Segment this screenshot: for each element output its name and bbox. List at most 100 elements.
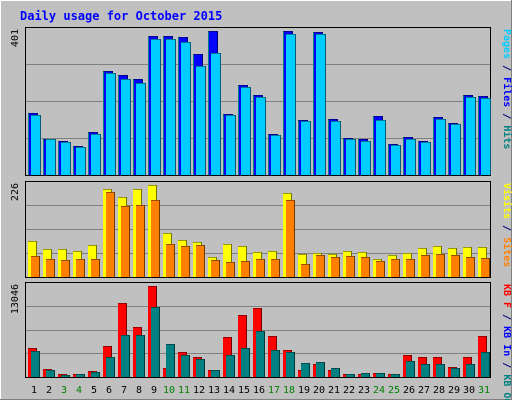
bar-top-pages-27 bbox=[421, 142, 431, 175]
bar-top-pages-10-face bbox=[166, 39, 175, 175]
ymax-label-middle: 226 bbox=[10, 183, 21, 201]
bar-middle-sites-24-face bbox=[376, 261, 384, 277]
x-tick-label: 12 bbox=[193, 385, 205, 396]
bar-top-pages-14 bbox=[226, 115, 236, 175]
bar-middle-sites-24 bbox=[376, 261, 385, 277]
bar-top-pages-25 bbox=[391, 145, 401, 175]
bar-bottom-kb-out-11 bbox=[181, 355, 190, 377]
bar-middle-sites-17 bbox=[271, 259, 280, 277]
bar-middle-sites-10 bbox=[166, 244, 175, 277]
bar-bottom-kb-out-25 bbox=[391, 374, 400, 377]
bar-bottom-kb-out-21-face bbox=[331, 368, 339, 377]
bar-bottom-kb-out-24 bbox=[376, 373, 385, 377]
bar-middle-sites-6-face bbox=[106, 192, 114, 277]
x-tick-label: 10 bbox=[163, 385, 175, 396]
bar-top-pages-23-face bbox=[361, 141, 370, 175]
x-tick-label: 19 bbox=[298, 385, 310, 396]
bar-bottom-kb-out-1 bbox=[31, 351, 40, 377]
bar-top-pages-11-face bbox=[181, 42, 190, 175]
x-tick-label: 30 bbox=[463, 385, 475, 396]
bar-top-pages-13-face bbox=[211, 53, 220, 175]
x-tick-label: 3 bbox=[61, 385, 67, 396]
bar-top-pages-12-face bbox=[196, 66, 205, 175]
bar-middle-sites-30-face bbox=[466, 257, 474, 277]
bar-top-pages-26 bbox=[406, 139, 416, 175]
bar-bottom-kb-out-17-face bbox=[271, 350, 279, 377]
bar-middle-sites-25-face bbox=[391, 259, 399, 277]
bar-bottom-kb-out-14-face bbox=[226, 355, 234, 377]
bar-top-pages-9-face bbox=[151, 39, 160, 175]
bar-top-pages-24-face bbox=[376, 120, 385, 175]
bar-top-pages-8 bbox=[136, 83, 146, 175]
bar-middle-sites-27 bbox=[421, 255, 430, 277]
legend-item-middle-0: Visits bbox=[501, 183, 512, 219]
bar-middle-sites-23 bbox=[361, 257, 370, 277]
bar-top-pages-11 bbox=[181, 42, 191, 175]
ymax-label-bottom: 13046 bbox=[10, 284, 21, 314]
bar-bottom-kb-out-12-face bbox=[196, 359, 204, 377]
panel-top: 401 Pages / Files / Hits bbox=[10, 27, 512, 176]
bar-bottom-kb-out-26-face bbox=[406, 361, 414, 377]
bar-top-pages-6 bbox=[106, 73, 116, 175]
bar-middle-sites-18 bbox=[286, 200, 295, 277]
bar-middle-sites-20 bbox=[316, 255, 325, 277]
bar-bottom-kb-out-1-face bbox=[31, 351, 39, 377]
bar-middle-sites-7-face bbox=[121, 206, 129, 277]
bar-bottom-kb-out-20-face bbox=[316, 362, 324, 377]
x-tick-label: 14 bbox=[223, 385, 235, 396]
bar-top-pages-28 bbox=[436, 119, 446, 175]
bar-top-pages-22-face bbox=[346, 139, 355, 175]
bar-bottom-kb-out-12 bbox=[196, 359, 205, 377]
bar-top-pages-28-face bbox=[436, 119, 445, 175]
bar-bottom-kb-out-7 bbox=[121, 335, 130, 377]
bar-middle-sites-4-face bbox=[76, 259, 84, 277]
bar-bottom-kb-out-22 bbox=[346, 374, 355, 377]
legend-item-middle-2: Sites bbox=[501, 237, 512, 267]
bar-bottom-kb-out-31 bbox=[481, 352, 490, 377]
legend-item-top-1: / bbox=[501, 59, 512, 77]
bar-bottom-kb-out-13-face bbox=[211, 370, 219, 377]
bar-top-pages-20-face bbox=[316, 34, 325, 175]
bar-top-pages-2 bbox=[46, 139, 56, 175]
x-tick-label: 21 bbox=[328, 385, 340, 396]
bar-top-pages-5-face bbox=[91, 134, 100, 175]
bar-bottom-kb-out-19 bbox=[301, 363, 310, 377]
x-tick-label: 27 bbox=[418, 385, 430, 396]
bar-bottom-kb-out-7-face bbox=[121, 335, 129, 377]
bar-top-pages-4 bbox=[76, 147, 86, 175]
x-tick-label: 29 bbox=[448, 385, 460, 396]
x-tick-label: 22 bbox=[343, 385, 355, 396]
bar-bottom-kb-out-9 bbox=[151, 307, 160, 377]
bar-middle-sites-6 bbox=[106, 192, 115, 277]
bar-bottom-kb-out-6 bbox=[106, 357, 115, 377]
bar-bottom-kb-out-8-face bbox=[136, 335, 144, 377]
bar-middle-sites-2-face bbox=[46, 259, 54, 277]
bar-top-pages-31-face bbox=[481, 98, 490, 175]
bar-top-pages-19-face bbox=[301, 121, 310, 175]
bar-middle-sites-22 bbox=[346, 256, 355, 277]
bar-middle-sites-14 bbox=[226, 262, 235, 277]
bar-bottom-kb-out-29-face bbox=[451, 368, 459, 377]
bar-middle-sites-22-face bbox=[346, 256, 354, 277]
bar-top-pages-23 bbox=[361, 141, 371, 175]
bar-middle-sites-9 bbox=[151, 200, 160, 277]
bar-top-pages-13 bbox=[211, 53, 221, 175]
bar-top-pages-16 bbox=[256, 97, 266, 175]
bar-middle-sites-8-face bbox=[136, 205, 144, 277]
bar-middle-sites-4 bbox=[76, 259, 85, 277]
bar-top-pages-18-face bbox=[286, 34, 295, 175]
bar-bottom-kb-out-27 bbox=[421, 364, 430, 377]
x-tick-label: 6 bbox=[106, 385, 112, 396]
legend-top: Pages / Files / Hits bbox=[501, 29, 512, 149]
bar-bottom-kb-out-2 bbox=[46, 370, 55, 377]
bar-middle-sites-30 bbox=[466, 257, 475, 277]
bar-middle-sites-16 bbox=[256, 259, 265, 277]
bar-bottom-kb-out-30-face bbox=[466, 364, 474, 377]
bar-bottom-kb-out-17 bbox=[271, 350, 280, 377]
legend-item-middle-1: / bbox=[501, 219, 512, 237]
bar-top-pages-14-face bbox=[226, 115, 235, 175]
bar-top-pages-10 bbox=[166, 39, 176, 175]
bar-bottom-kb-out-26 bbox=[406, 361, 415, 377]
chart-title: Daily usage for October 2015 bbox=[20, 9, 222, 23]
bar-bottom-kb-f-15-face bbox=[238, 315, 246, 377]
